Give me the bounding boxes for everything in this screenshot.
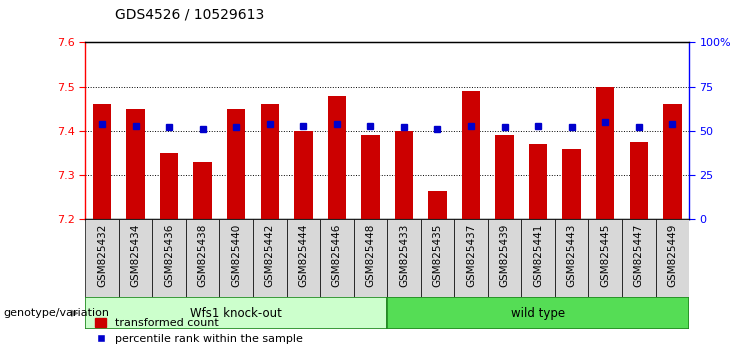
FancyBboxPatch shape [588,219,622,297]
Text: GSM825444: GSM825444 [299,223,308,287]
FancyBboxPatch shape [119,219,153,297]
Bar [193,162,212,219]
FancyBboxPatch shape [622,219,656,297]
Bar [261,104,279,219]
Text: GSM825449: GSM825449 [668,223,677,287]
Text: GSM825448: GSM825448 [365,223,376,287]
Text: GSM825439: GSM825439 [499,223,510,287]
Bar [596,87,614,219]
Bar [361,136,379,219]
Text: GSM825436: GSM825436 [164,223,174,287]
Text: GDS4526 / 10529613: GDS4526 / 10529613 [115,7,264,21]
Bar [496,136,514,219]
Text: GSM825445: GSM825445 [600,223,611,287]
Bar [294,131,313,219]
Bar [227,109,245,219]
FancyBboxPatch shape [153,219,186,297]
FancyBboxPatch shape [85,297,387,329]
Text: GSM825442: GSM825442 [265,223,275,287]
Bar [630,142,648,219]
Text: genotype/variation: genotype/variation [4,308,110,318]
Text: GSM825433: GSM825433 [399,223,409,287]
Text: GSM825434: GSM825434 [130,223,141,287]
FancyBboxPatch shape [186,219,219,297]
Bar [462,91,480,219]
Text: GSM825437: GSM825437 [466,223,476,287]
Text: Wfs1 knock-out: Wfs1 knock-out [190,307,282,320]
FancyBboxPatch shape [522,219,555,297]
Bar [126,109,144,219]
Bar [328,96,346,219]
FancyBboxPatch shape [454,219,488,297]
Bar [562,149,581,219]
Text: wild type: wild type [511,307,565,320]
FancyBboxPatch shape [253,219,287,297]
Legend: transformed count, percentile rank within the sample: transformed count, percentile rank withi… [90,314,308,348]
FancyBboxPatch shape [287,219,320,297]
FancyBboxPatch shape [353,219,387,297]
FancyBboxPatch shape [219,219,253,297]
Text: GSM825440: GSM825440 [231,223,241,287]
Bar [395,131,413,219]
Text: GSM825432: GSM825432 [97,223,107,287]
FancyBboxPatch shape [85,219,119,297]
Text: GSM825441: GSM825441 [534,223,543,287]
Bar [93,104,111,219]
Text: GSM825443: GSM825443 [567,223,576,287]
FancyBboxPatch shape [488,219,522,297]
Bar [663,104,682,219]
FancyBboxPatch shape [656,219,689,297]
Text: GSM825435: GSM825435 [433,223,442,287]
FancyBboxPatch shape [387,219,421,297]
FancyBboxPatch shape [421,219,454,297]
Text: GSM825438: GSM825438 [198,223,207,287]
Bar [428,191,447,219]
Text: GSM825446: GSM825446 [332,223,342,287]
Text: GSM825447: GSM825447 [634,223,644,287]
FancyBboxPatch shape [320,219,353,297]
Bar [160,153,179,219]
FancyBboxPatch shape [555,219,588,297]
FancyBboxPatch shape [387,297,689,329]
Bar [529,144,548,219]
